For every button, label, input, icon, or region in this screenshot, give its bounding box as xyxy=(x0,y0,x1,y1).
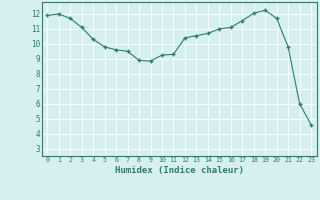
X-axis label: Humidex (Indice chaleur): Humidex (Indice chaleur) xyxy=(115,166,244,175)
